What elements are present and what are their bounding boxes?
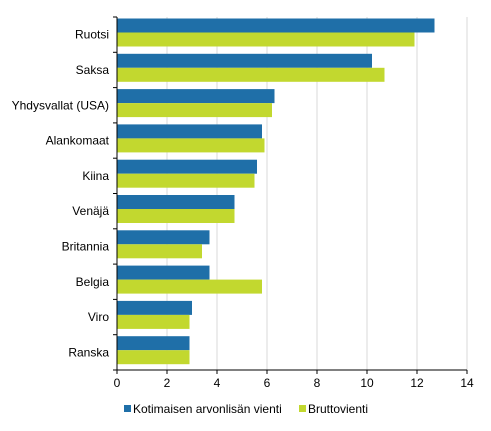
category-label: Kiina (82, 169, 109, 183)
bar (117, 265, 210, 280)
bar (117, 300, 192, 315)
bar (117, 18, 435, 33)
category-label: Saksa (76, 63, 110, 77)
bar (117, 124, 262, 139)
bar (117, 350, 190, 365)
legend: Kotimaisen arvonlisän vienti Bruttovienti (124, 402, 368, 416)
bar (117, 314, 190, 329)
legend-label: Kotimaisen arvonlisän vienti (133, 402, 282, 416)
x-tick-label: 2 (164, 376, 171, 390)
x-tick-label: 14 (460, 376, 474, 390)
x-tick-label: 8 (314, 376, 321, 390)
bar (117, 32, 415, 47)
bar (117, 230, 210, 245)
category-label: Alankomaat (46, 134, 110, 148)
x-tick-label: 12 (410, 376, 424, 390)
bar (117, 244, 202, 259)
x-tick-labels: 0 2 4 6 8 10 12 14 (114, 370, 474, 390)
legend-swatch (299, 405, 306, 412)
category-label: Ruotsi (75, 28, 109, 42)
bar (117, 195, 235, 209)
bars (117, 18, 435, 365)
bar (117, 336, 190, 351)
category-label: Yhdysvallat (USA) (12, 98, 109, 112)
bar (117, 138, 265, 153)
x-tick-label: 4 (214, 376, 221, 390)
bar (117, 159, 257, 174)
x-tick-label: 6 (264, 376, 271, 390)
x-tick-label: 10 (360, 376, 374, 390)
x-tick-label: 0 (114, 376, 121, 390)
legend-swatch (124, 405, 131, 412)
bar (117, 279, 262, 294)
legend-label: Bruttovienti (308, 402, 368, 416)
bar (117, 67, 385, 82)
category-label: Britannia (62, 239, 110, 253)
bar (117, 103, 272, 118)
category-label: Venäjä (72, 204, 109, 218)
bar (117, 209, 235, 223)
category-labels: Ruotsi Saksa Yhdysvallat (USA) Alankomaat Ki… (12, 16, 117, 371)
bar (117, 53, 372, 68)
bar (117, 173, 255, 188)
category-label: Viro (88, 310, 109, 324)
bar (117, 89, 275, 104)
category-label: Ranska (68, 345, 109, 359)
category-label: Belgia (76, 275, 110, 289)
